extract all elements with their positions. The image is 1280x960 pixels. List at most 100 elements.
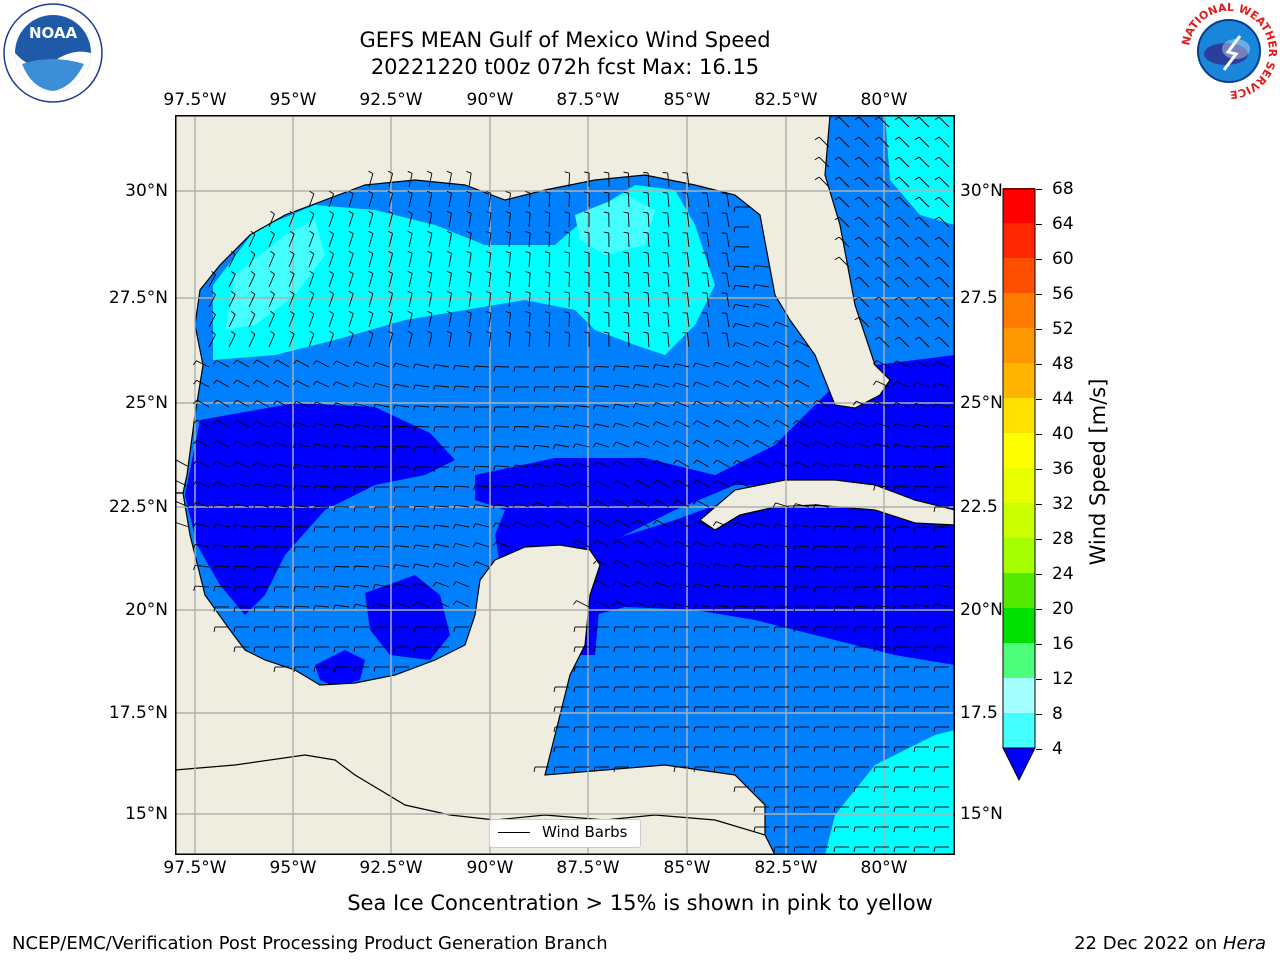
wind-zone-0-4: [365, 575, 450, 660]
wind-barb-flag: [333, 486, 336, 492]
wind-barb-flag: [672, 561, 677, 567]
wind-barb-flag: [793, 626, 796, 632]
wind-barb-flag: [652, 383, 656, 389]
wind-zone-8-12: [825, 730, 955, 855]
wind-barb-flag: [293, 485, 296, 491]
wind-barb-flag: [485, 311, 491, 314]
wind-barb: [736, 439, 750, 448]
wind-barb-flag: [733, 605, 736, 612]
wind-barb-flag: [713, 726, 716, 732]
wind-barb: [716, 480, 730, 488]
wind-barb: [934, 466, 950, 468]
wind-barb: [836, 420, 850, 428]
wind-barb-flag: [193, 585, 196, 592]
wind-barb-flag: [213, 360, 217, 365]
wind-barb: [676, 479, 690, 488]
wind-barb-flag: [412, 384, 416, 390]
wind-barb: [475, 485, 490, 488]
wind-barb-flag: [368, 170, 374, 174]
wind-barb: [196, 439, 210, 448]
wind-barb-flag: [353, 486, 356, 492]
wind-barb-flag: [854, 176, 860, 181]
wind-barb-flag: [853, 646, 856, 652]
colorbar-tick-mark: [1036, 644, 1042, 645]
legend-line-icon: [498, 832, 530, 833]
wind-barb-flag: [270, 210, 275, 215]
wind-barb: [488, 313, 492, 328]
wind-barb-flag: [893, 826, 896, 832]
wind-barb: [695, 362, 710, 368]
wind-barb-flag: [544, 191, 550, 194]
wind-barb-flag: [289, 210, 295, 215]
wind-barb-flag: [934, 156, 940, 161]
wind-barb-flag: [854, 216, 860, 221]
wind-barb-flag: [813, 706, 816, 712]
wind-barb: [196, 460, 210, 468]
wind-barb-flag: [912, 424, 916, 430]
wind-barb-flag: [393, 425, 396, 431]
wind-barb: [858, 116, 870, 128]
wind-barb: [576, 500, 590, 508]
wind-barb: [898, 336, 910, 348]
wind-barb-flag: [332, 423, 336, 429]
wind-barb-flag: [874, 216, 880, 221]
wind-barb-flag: [652, 602, 656, 608]
wind-barb-flag: [485, 291, 491, 294]
wind-barb-flag: [894, 176, 900, 181]
wind-barb: [196, 399, 210, 408]
wind-barb: [894, 585, 910, 588]
wind-barb-flag: [329, 250, 334, 255]
wind-barb-flag: [407, 290, 413, 294]
wind-barb-flag: [212, 523, 216, 529]
wind-barb: [235, 503, 250, 508]
wind-barb-flag: [913, 726, 916, 732]
wind-barb-flag: [852, 442, 856, 448]
wind-barb: [676, 440, 690, 448]
wind-barb-flag: [329, 210, 334, 215]
wind-barb-flag: [693, 439, 698, 445]
wind-barb-flag: [292, 401, 297, 406]
wind-barb: [254, 545, 270, 548]
wind-barb-flag: [913, 746, 916, 752]
wind-barb: [455, 504, 470, 508]
wind-barb-flag: [833, 746, 836, 752]
wind-barb-flag: [333, 666, 336, 672]
wind-barb: [335, 444, 350, 448]
wind-barb: [574, 385, 590, 388]
wind-barb-flag: [653, 646, 656, 652]
wind-barb-flag: [273, 586, 276, 592]
wind-barb-flag: [485, 331, 491, 334]
wind-barb: [508, 213, 511, 228]
wind-barb-flag: [273, 400, 277, 406]
wind-barb-flag: [553, 766, 556, 772]
wind-barb-flag: [393, 466, 396, 472]
wind-barb-flag: [193, 565, 196, 571]
wind-barb-flag: [292, 442, 296, 448]
wind-barb: [647, 192, 650, 208]
wind-barb-flag: [230, 331, 236, 335]
wind-barb-flag: [773, 726, 776, 732]
wind-barb: [915, 361, 930, 368]
wind-barb-flag: [713, 459, 718, 465]
wind-barb: [876, 360, 890, 368]
wind-barb: [776, 340, 790, 348]
wind-barb: [208, 334, 216, 348]
wind-barb-flag: [407, 250, 413, 254]
wind-barb: [715, 361, 730, 368]
wind-barb-flag: [673, 440, 677, 445]
wind-barb-flag: [466, 190, 472, 194]
wind-barb-flag: [452, 581, 457, 586]
wind-barb-flag: [814, 176, 820, 181]
wind-barb: [636, 519, 650, 528]
wind-barb: [495, 503, 510, 508]
wind-barb-flag: [413, 486, 416, 492]
colorbar-tick-mark: [1036, 329, 1042, 330]
wind-barb-flag: [544, 291, 550, 294]
wind-barb-flag: [732, 361, 737, 366]
wind-barb: [898, 156, 910, 168]
wind-barb-flag: [453, 466, 456, 472]
wind-barb-flag: [573, 746, 576, 752]
wind-barb-flag: [713, 746, 716, 752]
wind-barb-flag: [472, 561, 477, 567]
wind-barb-flag: [773, 399, 778, 405]
